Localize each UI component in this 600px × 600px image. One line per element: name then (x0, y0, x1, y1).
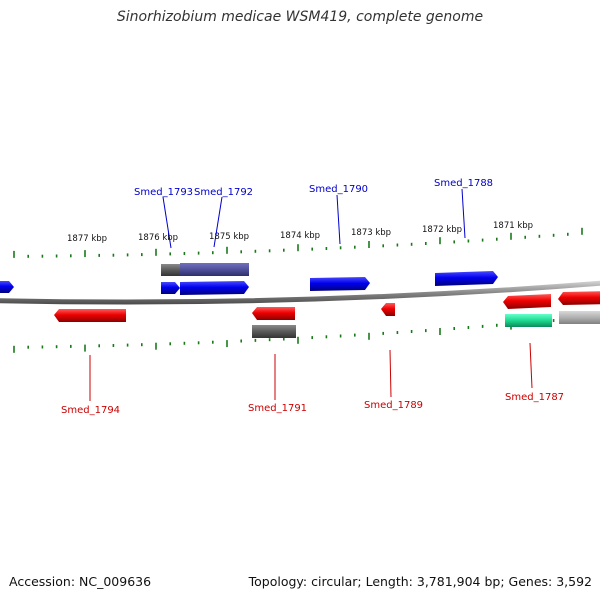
scale-labels: 1877 kbp 1876 kbp 1875 kbp 1874 kbp 1873… (67, 221, 533, 244)
reverse-gene-labels: Smed_1794 Smed_1791 Smed_1789 Smed_1787 (61, 392, 564, 416)
gene-block[interactable] (252, 325, 296, 338)
accession-label: Accession: NC_009636 (9, 574, 152, 589)
forward-label-leaders (162, 188, 466, 249)
scale-label-1874: 1874 kbp (280, 231, 320, 241)
reverse-strand-genes (54, 291, 600, 338)
map-title: Sinorhizobium medicae WSM419, complete g… (116, 9, 484, 25)
reverse-label-leaders (89, 342, 533, 401)
scale-label-1872: 1872 kbp (422, 225, 462, 235)
gene-label-smed-1787[interactable]: Smed_1787 (505, 392, 564, 403)
gene-block[interactable] (161, 264, 181, 276)
scale-label-1877: 1877 kbp (67, 234, 107, 244)
gene-label-smed-1791[interactable]: Smed_1791 (248, 403, 307, 414)
gene-arrow[interactable] (310, 277, 370, 291)
forward-gene-labels: Smed_1793 Smed_1792 Smed_1790 Smed_1788 (134, 178, 493, 198)
forward-strand-genes (0, 263, 498, 295)
gene-label-smed-1788[interactable]: Smed_1788 (434, 178, 493, 189)
gene-arrow[interactable] (558, 291, 600, 305)
gene-label-smed-1794[interactable]: Smed_1794 (61, 405, 120, 416)
scale-label-1875: 1875 kbp (209, 232, 249, 242)
genome-summary: Topology: circular; Length: 3,781,904 bp… (248, 574, 592, 589)
gene-arrow[interactable] (54, 309, 126, 322)
gene-label-smed-1789[interactable]: Smed_1789 (364, 400, 423, 411)
scale-label-1876: 1876 kbp (138, 233, 178, 243)
gene-block[interactable] (505, 314, 552, 327)
genome-backbone (0, 280, 600, 305)
scale-ticks-top (13, 227, 583, 258)
gene-arrow[interactable] (180, 281, 249, 295)
scale-label-1873: 1873 kbp (351, 228, 391, 238)
scale-label-1871: 1871 kbp (493, 221, 533, 231)
gene-label-smed-1790[interactable]: Smed_1790 (309, 184, 368, 195)
gene-block[interactable] (180, 263, 249, 276)
gene-arrow[interactable] (161, 282, 180, 294)
gene-arrow[interactable] (503, 294, 551, 309)
gene-arrow[interactable] (0, 281, 14, 293)
gene-arrow[interactable] (435, 271, 498, 286)
gene-arrow[interactable] (381, 303, 395, 316)
gene-block[interactable] (559, 311, 600, 324)
gene-label-smed-1793[interactable]: Smed_1793 (134, 187, 193, 198)
gene-arrow[interactable] (252, 307, 295, 320)
gene-label-smed-1792[interactable]: Smed_1792 (194, 187, 253, 198)
